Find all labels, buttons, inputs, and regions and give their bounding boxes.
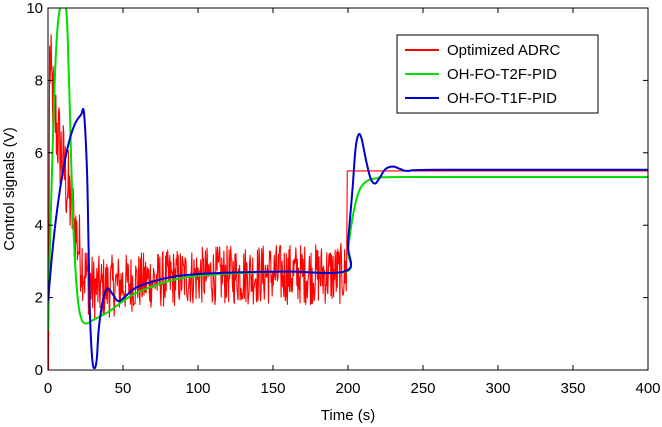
x-tick-label: 250 — [410, 380, 435, 397]
axes-box — [47, 7, 649, 371]
x-tick-label: 200 — [335, 380, 360, 397]
y-tick-label: 0 — [35, 362, 43, 379]
series-line-oh-fo-t2f-pid — [48, 8, 648, 331]
y-tick-label: 6 — [35, 145, 43, 162]
y-tick-label: 4 — [35, 217, 43, 234]
y-tick-label: 8 — [35, 72, 43, 89]
x-tick-label: 50 — [115, 380, 132, 397]
y-tick-label: 2 — [35, 290, 43, 307]
x-tick-label: 100 — [185, 380, 210, 397]
y-axis-label: Control signals (V) — [1, 127, 18, 250]
x-axis-label: Time (s) — [321, 407, 375, 424]
x-tick-label: 400 — [635, 380, 660, 397]
legend-oh-fo-t2f-pid-label: OH-FO-T2F-PID — [447, 66, 557, 83]
y-tick-label: 10 — [26, 0, 43, 17]
x-tick-label: 150 — [260, 380, 285, 397]
legend-oh-fo-t1f-pid-label: OH-FO-T1F-PID — [447, 90, 557, 107]
x-tick-label: 0 — [44, 380, 52, 397]
legend-optimized-adrc-label: Optimized ADRC — [447, 42, 561, 59]
legend: Optimized ADRC OH-FO-T2F-PID OH-FO-T1F-PID — [396, 34, 599, 114]
x-tick-label: 350 — [560, 380, 585, 397]
series-line-oh-fo-t1f-pid — [48, 107, 648, 370]
x-tick-label: 300 — [485, 380, 510, 397]
series-line-optimized-adrc — [48, 34, 648, 370]
